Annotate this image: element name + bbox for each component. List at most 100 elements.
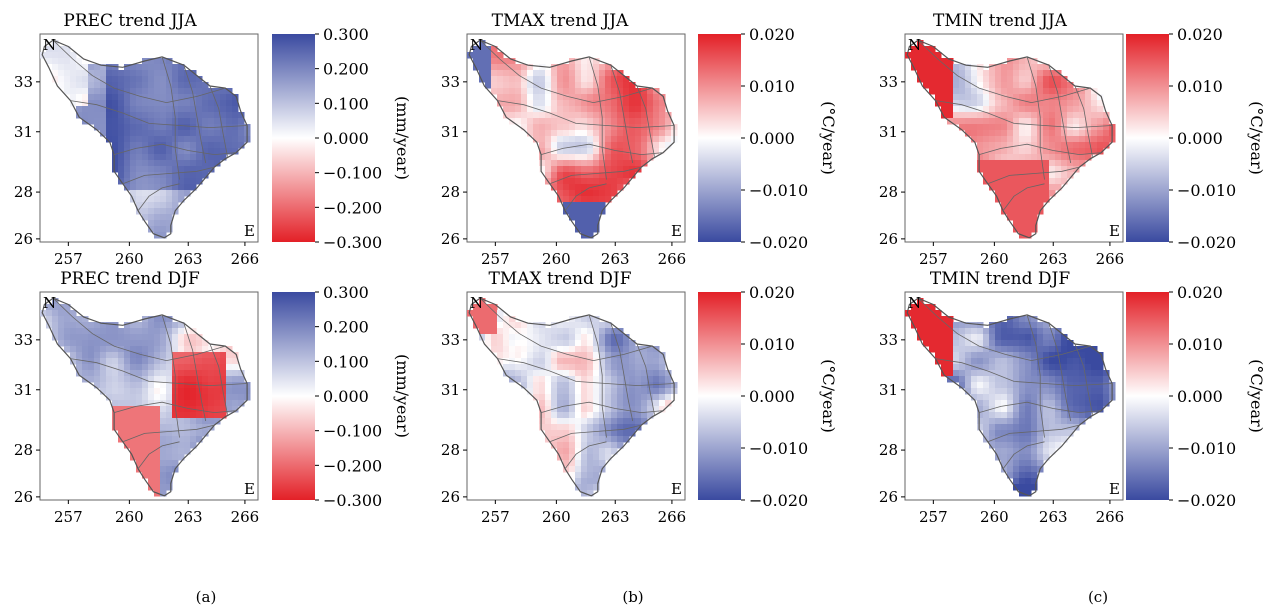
trend-cell (1013, 178, 1020, 185)
trend-cell (545, 400, 552, 407)
trend-cell (202, 364, 209, 371)
trend-cell (587, 118, 594, 125)
trend-cell (166, 478, 173, 485)
trend-cell (611, 112, 618, 119)
trend-cell (142, 388, 149, 395)
trend-cell (82, 328, 89, 335)
trend-cell (154, 472, 161, 479)
trend-cell (118, 142, 125, 149)
trend-cell (148, 88, 155, 95)
trend-cell (1079, 376, 1086, 383)
trend-cell (959, 124, 966, 131)
trend-cell (989, 412, 996, 419)
trend-cell (545, 148, 552, 155)
trend-cell (130, 448, 137, 455)
trend-cell (629, 418, 636, 425)
trend-cell (1037, 160, 1044, 167)
trend-cell (605, 118, 612, 125)
trend-cell (1085, 370, 1092, 377)
trend-cell (491, 304, 498, 311)
trend-cell (130, 112, 137, 119)
trend-cell (64, 310, 71, 317)
trend-cell (130, 148, 137, 155)
trend-cell (503, 112, 510, 119)
trend-cell (665, 400, 672, 407)
trend-cell (551, 442, 558, 449)
trend-cell (1031, 334, 1038, 341)
trend-cell (1073, 418, 1080, 425)
trend-cell (539, 352, 546, 359)
trend-cell (593, 424, 600, 431)
trend-cell (106, 136, 113, 143)
trend-cell (977, 418, 984, 425)
trend-cell (527, 100, 534, 107)
trend-cell (1031, 100, 1038, 107)
trend-cell (1031, 430, 1038, 437)
trend-cell (142, 124, 149, 131)
trend-cell (118, 364, 125, 371)
trend-cell (995, 70, 1002, 77)
trend-cell (100, 328, 107, 335)
trend-cell (557, 124, 564, 131)
trend-cell (232, 106, 239, 113)
trend-cell (1007, 76, 1014, 83)
trend-cell (58, 310, 65, 317)
trend-cell (971, 64, 978, 71)
trend-cell (605, 184, 612, 191)
trend-cell (106, 64, 113, 71)
y-tick-label: 31 (14, 123, 33, 141)
trend-cell (575, 406, 582, 413)
panel-title: TMIN trend DJF (930, 269, 1070, 289)
trend-cell (1049, 346, 1056, 353)
trend-cell (587, 478, 594, 485)
trend-cell (971, 130, 978, 137)
x-tick-label: 260 (542, 250, 571, 268)
trend-cell (166, 148, 173, 155)
trend-cell (1043, 64, 1050, 71)
trend-cell (1073, 406, 1080, 413)
trend-cell (1001, 454, 1008, 461)
trend-cell (995, 424, 1002, 431)
trend-cell (1073, 400, 1080, 407)
trend-cell (635, 352, 642, 359)
trend-cell (154, 214, 161, 221)
trend-cell (539, 364, 546, 371)
trend-cell (1085, 154, 1092, 161)
trend-cell (989, 76, 996, 83)
trend-cell (46, 310, 53, 317)
trend-cell (611, 436, 618, 443)
trend-cell (605, 436, 612, 443)
trend-cell (545, 376, 552, 383)
trend-cell (166, 106, 173, 113)
trend-cell (599, 346, 606, 353)
trend-cell (1043, 454, 1050, 461)
trend-cell (545, 88, 552, 95)
trend-cell (557, 148, 564, 155)
trend-cell (953, 94, 960, 101)
trend-cell (527, 352, 534, 359)
trend-cell (563, 442, 570, 449)
trend-cell (569, 466, 576, 473)
trend-cell (178, 142, 185, 149)
trend-cell (935, 334, 942, 341)
trend-cell (545, 406, 552, 413)
trend-cell (88, 76, 95, 83)
trend-cell (184, 76, 191, 83)
trend-cell (995, 118, 1002, 125)
trend-cell (653, 364, 660, 371)
y-tick-label: 33 (14, 331, 33, 349)
trend-cell (124, 322, 131, 329)
trend-cell (995, 172, 1002, 179)
trend-cell (166, 370, 173, 377)
trend-cell (196, 364, 203, 371)
trend-cell (587, 412, 594, 419)
y-tick-label: 31 (879, 123, 898, 141)
trend-cell (100, 106, 107, 113)
x-tick-label: 263 (174, 508, 203, 526)
trend-cell (1079, 406, 1086, 413)
trend-cell (1043, 376, 1050, 383)
trend-cell (82, 322, 89, 329)
trend-cell (563, 346, 570, 353)
trend-cell (1073, 346, 1080, 353)
trend-cell (545, 328, 552, 335)
